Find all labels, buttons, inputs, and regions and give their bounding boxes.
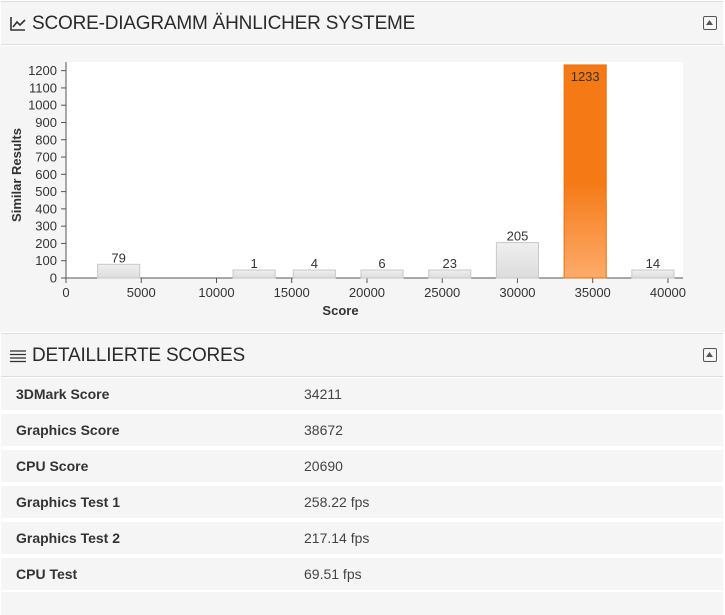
x-tick-label: 10000 bbox=[198, 285, 234, 300]
collapse-icon[interactable] bbox=[703, 348, 717, 362]
bar bbox=[631, 269, 675, 279]
x-tick-label: 15000 bbox=[274, 285, 310, 300]
score-row: Graphics Test 1 258.22 fps bbox=[1, 486, 723, 518]
score-value: 217.14 fps bbox=[304, 530, 370, 546]
x-axis-title: Score bbox=[322, 303, 358, 318]
y-tick-label: 0 bbox=[50, 271, 57, 286]
collapse-icon[interactable] bbox=[703, 16, 717, 30]
y-tick-label: 600 bbox=[35, 167, 57, 182]
score-row: Graphics Test 2 217.14 fps bbox=[1, 522, 723, 554]
score-row: Graphics Score 38672 bbox=[1, 414, 723, 446]
x-tick-label: 30000 bbox=[499, 285, 535, 300]
details-footer bbox=[1, 592, 723, 615]
score-chart-header: SCORE-DIAGRAMM ÄHNLICHER SYSTEME bbox=[1, 1, 723, 45]
x-tick-label: 35000 bbox=[575, 285, 611, 300]
bar bbox=[360, 269, 404, 279]
score-row: 3DMark Score 34211 bbox=[1, 378, 723, 410]
x-tick-label: 5000 bbox=[127, 285, 156, 300]
score-label: 3DMark Score bbox=[16, 386, 110, 402]
score-row: CPU Score 20690 bbox=[1, 450, 723, 482]
y-tick-label: 800 bbox=[35, 132, 57, 147]
bar bbox=[428, 269, 472, 279]
bar-data-label: 6 bbox=[378, 256, 385, 271]
y-tick-label: 1100 bbox=[29, 80, 57, 95]
score-label: Graphics Test 1 bbox=[16, 494, 121, 510]
y-tick-label: 700 bbox=[35, 150, 57, 165]
list-icon bbox=[10, 350, 26, 363]
x-tick-label: 25000 bbox=[424, 285, 460, 300]
bar-data-label: 1233 bbox=[571, 69, 600, 84]
bar bbox=[97, 263, 141, 279]
score-label: CPU Test bbox=[16, 566, 78, 582]
highlight-bar bbox=[563, 64, 607, 279]
score-chart-svg: 0100200300400500600700800900100011001200… bbox=[9, 62, 686, 318]
score-chart: 0 100 200 300 400 500 600 700 800 900 1000 1100 1200… bbox=[0, 46, 725, 332]
score-chart-title: SCORE-DIAGRAMM ÄHNLICHER SYSTEME bbox=[32, 13, 416, 34]
y-tick-label: 900 bbox=[35, 115, 57, 130]
bar bbox=[232, 269, 276, 279]
score-label: CPU Score bbox=[16, 458, 89, 474]
bar-data-label: 1 bbox=[250, 256, 257, 271]
x-tick-label: 40000 bbox=[650, 285, 686, 300]
score-value: 20690 bbox=[304, 458, 343, 474]
y-tick-label: 200 bbox=[35, 236, 57, 251]
y-tick-label: 400 bbox=[35, 201, 57, 216]
score-value: 38672 bbox=[304, 422, 343, 438]
details-title: DETAILLIERTE SCORES bbox=[32, 345, 246, 366]
score-label: Graphics Test 2 bbox=[16, 530, 121, 546]
y-tick-label: 500 bbox=[35, 184, 57, 199]
x-tick-label: 20000 bbox=[349, 285, 385, 300]
details-header: DETAILLIERTE SCORES bbox=[1, 333, 723, 377]
bar-data-label: 205 bbox=[507, 229, 529, 244]
score-value: 258.22 fps bbox=[304, 494, 370, 510]
bar-data-label: 14 bbox=[646, 256, 660, 271]
y-tick-label: 1000 bbox=[28, 98, 57, 113]
bar bbox=[292, 269, 336, 279]
score-row: CPU Test 69.51 fps bbox=[1, 558, 723, 590]
bar-data-label: 79 bbox=[111, 250, 125, 265]
y-axis-title: Similar Results bbox=[9, 128, 24, 222]
y-tick-label: 100 bbox=[35, 253, 57, 268]
score-value: 69.51 fps bbox=[304, 566, 362, 582]
y-tick-label: 300 bbox=[35, 219, 57, 234]
bar bbox=[495, 242, 540, 279]
y-tick-label: 1200 bbox=[28, 63, 57, 78]
x-tick-label: 0 bbox=[62, 285, 69, 300]
bar-data-label: 23 bbox=[443, 256, 457, 271]
score-label: Graphics Score bbox=[16, 422, 120, 438]
score-value: 34211 bbox=[304, 386, 342, 402]
bar-data-label: 4 bbox=[311, 256, 318, 271]
line-chart-icon bbox=[10, 17, 26, 31]
